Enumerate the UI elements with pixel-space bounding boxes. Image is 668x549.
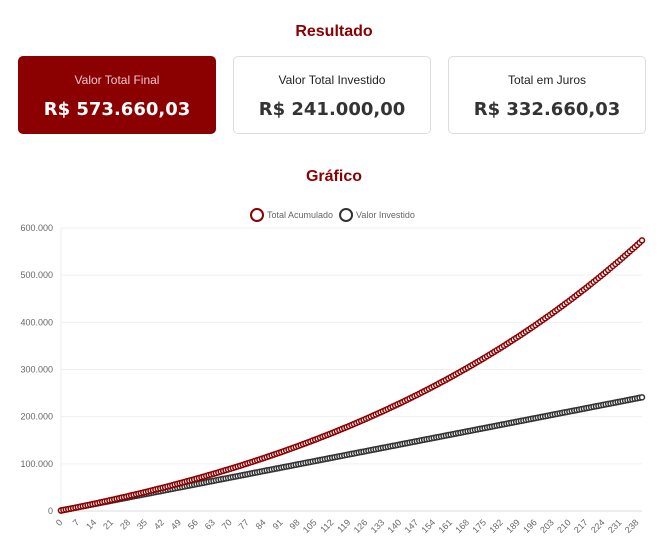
x-tick-label: 126: [352, 517, 370, 535]
x-tick-label: 140: [386, 517, 404, 535]
x-tick-label: 182: [487, 517, 505, 535]
x-tick-label: 0: [54, 517, 65, 528]
legend-label: Total Acumulado: [267, 210, 333, 220]
card-total-final: Valor Total Final R$ 573.660,03: [18, 56, 216, 134]
x-tick-label: 56: [186, 517, 200, 531]
y-tick-label: 600.000: [20, 223, 53, 233]
x-tick-label: 21: [101, 517, 115, 531]
x-tick-label: 42: [152, 517, 166, 531]
x-tick-label: 203: [538, 517, 556, 535]
x-tick-label: 35: [135, 517, 149, 531]
series-line: [60, 239, 643, 512]
x-tick-label: 49: [169, 517, 183, 531]
card-value: R$ 573.660,03: [43, 99, 191, 120]
x-tick-label: 154: [420, 517, 438, 535]
x-tick-label: 119: [335, 517, 352, 534]
x-tick-label: 217: [572, 517, 590, 535]
x-tick-label: 168: [453, 517, 471, 535]
x-tick-label: 14: [84, 517, 98, 531]
x-tick-label: 224: [589, 517, 607, 535]
x-tick-label: 28: [118, 517, 132, 531]
card-label: Valor Total Final: [74, 73, 160, 87]
x-tick-label: 63: [203, 517, 217, 531]
y-tick-label: 100.000: [20, 459, 53, 469]
legend-label: Valor Investido: [356, 210, 415, 220]
card-value: R$ 332.660,03: [473, 99, 621, 120]
x-tick-label: 98: [288, 517, 302, 531]
x-tick-label: 189: [504, 517, 522, 535]
x-tick-label: 70: [220, 517, 234, 531]
x-tick-label: 77: [237, 517, 251, 531]
result-title: Resultado: [295, 23, 373, 40]
data-point: [638, 237, 646, 244]
x-tick-label: 84: [254, 517, 268, 531]
x-tick-label: 196: [521, 517, 539, 535]
x-tick-label: 91: [271, 517, 285, 531]
card-value: R$ 241.000,00: [258, 99, 406, 120]
card-label: Total em Juros: [507, 73, 587, 87]
legend-marker: [339, 208, 354, 222]
card-total-juros: Total em Juros R$ 332.660,03: [448, 56, 646, 134]
x-tick-label: 7: [71, 517, 82, 528]
x-tick-label: 133: [369, 517, 387, 535]
legend-marker: [250, 208, 264, 222]
x-tick-label: 210: [555, 517, 573, 535]
y-tick-label: 300.000: [20, 365, 53, 375]
y-tick-label: 0: [48, 506, 53, 516]
chart-title: Gráfico: [305, 168, 362, 185]
chart: 0 100.000 200.000 300.000 400.000 500.000 600.…: [20, 208, 646, 535]
y-tick-label: 500.000: [20, 270, 53, 280]
x-tick-label: 161: [436, 517, 454, 535]
card-label: Valor Total Investido: [278, 73, 386, 87]
y-tick-label: 400.000: [20, 317, 53, 327]
data-point: [638, 394, 646, 401]
x-tick-label: 238: [623, 517, 641, 535]
x-tick-label: 112: [318, 517, 335, 534]
y-tick-label: 200.000: [20, 412, 53, 422]
x-tick-label: 175: [470, 517, 488, 535]
x-tick-label: 105: [301, 517, 319, 535]
x-tick-label: 231: [606, 517, 624, 535]
x-tick-label: 147: [403, 517, 421, 535]
card-total-investido: Valor Total Investido R$ 241.000,00: [233, 56, 431, 134]
